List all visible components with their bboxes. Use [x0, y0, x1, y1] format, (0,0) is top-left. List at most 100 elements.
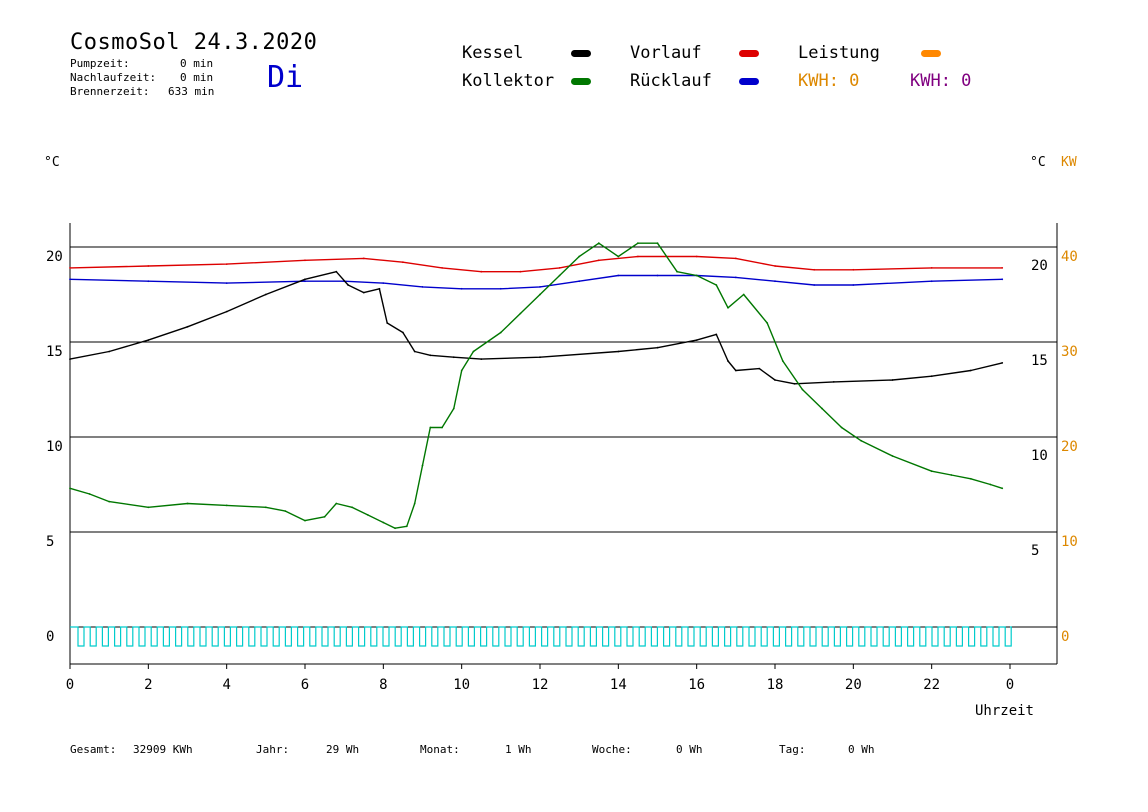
data-point-kollektor: [539, 293, 541, 296]
data-point-vorlauf: [1001, 267, 1004, 269]
y-kw-tick-label: 30: [1061, 344, 1078, 360]
year-label: Jahr:: [256, 743, 290, 756]
afterrun-time-value: 0 min: [180, 71, 214, 84]
data-point-kollektor: [284, 510, 287, 512]
afterrun-time-label: Nachlaufzeit:: [70, 71, 157, 84]
data-point-kollektor: [413, 502, 416, 505]
data-point-kessel: [429, 354, 432, 357]
data-point-kollektor: [335, 502, 338, 505]
data-point-vorlauf: [362, 257, 365, 260]
data-point-kollektor: [88, 493, 91, 495]
data-point-vorlauf: [69, 267, 71, 269]
data-point-kollektor: [597, 242, 600, 245]
data-point-kessel: [480, 358, 483, 360]
legend-kwh-purple: KWH: 0: [910, 71, 972, 91]
legend-ruecklauf-label: Rücklauf: [630, 71, 712, 91]
data-point-vorlauf: [147, 265, 150, 267]
pump-time-value: 0 min: [180, 57, 214, 70]
data-point-ruecklauf: [499, 287, 502, 290]
data-point-kollektor: [429, 426, 432, 429]
y-kw-tick-label: 40: [1061, 249, 1078, 265]
data-point-kollektor: [323, 515, 326, 518]
data-point-ruecklauf: [734, 276, 737, 279]
data-point-kollektor: [656, 242, 659, 245]
data-point-kessel: [774, 379, 776, 381]
x-tick-label: 2: [144, 677, 152, 693]
data-point-kessel: [452, 356, 455, 359]
data-point-kollektor: [969, 477, 972, 480]
data-point-vorlauf: [852, 268, 855, 271]
day-label: Tag:: [779, 743, 806, 756]
data-point-ruecklauf: [774, 280, 776, 283]
legend-vorlauf-label: Vorlauf: [630, 43, 702, 63]
burner-time-label: Brennerzeit:: [70, 85, 150, 98]
x-tick-label: 0: [1006, 677, 1014, 693]
y-left-tick-label: 20: [46, 249, 63, 265]
data-point-kessel: [832, 381, 835, 383]
data-point-kessel: [891, 379, 894, 381]
data-point-kollektor: [460, 369, 463, 372]
data-point-kessel: [695, 339, 698, 341]
data-point-kessel: [386, 322, 389, 324]
data-point-vorlauf: [480, 270, 483, 273]
data-point-kollektor: [821, 407, 823, 410]
data-point-kollektor: [637, 242, 639, 245]
pump-time-label: Pumpzeit:: [70, 57, 130, 70]
legend-kwh-orange: KWH: 0: [798, 71, 860, 91]
burner-time-value: 633 min: [168, 85, 215, 98]
x-tick-label: 8: [379, 677, 387, 693]
data-point-kessel: [347, 284, 349, 286]
data-point-ruecklauf: [69, 278, 71, 281]
series-line-kessel: [69, 271, 1003, 385]
legend-kollektor-label: Kollektor: [462, 71, 555, 91]
data-point-ruecklauf: [147, 280, 150, 283]
y-right-tick-label: 5: [1031, 543, 1039, 559]
data-point-vorlauf: [813, 268, 816, 271]
right-axis-unit-celsius: °C: [1030, 155, 1046, 170]
data-point-vorlauf: [597, 259, 600, 262]
total-value: 32909 KWh: [133, 743, 193, 756]
left-axis-unit: °C: [44, 155, 60, 170]
data-point-kollektor: [441, 426, 443, 429]
data-point-ruecklauf: [460, 287, 463, 290]
week-value: 0 Wh: [676, 743, 703, 756]
data-point-kollektor: [452, 407, 455, 410]
y-left-tick-label: 5: [46, 534, 54, 550]
data-point-ruecklauf: [304, 280, 306, 283]
data-point-kollektor: [727, 306, 729, 309]
x-tick-label: 14: [610, 677, 627, 693]
data-point-kollektor: [715, 284, 718, 286]
data-point-kollektor: [186, 502, 189, 505]
data-point-vorlauf: [558, 267, 561, 269]
data-point-kollektor: [472, 350, 475, 353]
data-point-kessel: [362, 291, 365, 294]
pump-signal-line: [70, 626, 1012, 647]
x-tick-label: 6: [301, 677, 309, 693]
data-point-ruecklauf: [930, 280, 933, 283]
data-point-ruecklauf: [617, 274, 620, 277]
data-point-vorlauf: [774, 265, 776, 267]
data-point-kessel: [539, 356, 541, 359]
data-point-kessel: [186, 325, 189, 328]
data-point-kollektor: [519, 312, 522, 315]
data-point-kollektor: [801, 388, 804, 391]
data-point-kollektor: [405, 525, 408, 528]
y-left-tick-label: 10: [46, 439, 63, 455]
y-right-tick-label: 10: [1031, 448, 1048, 464]
data-point-vorlauf: [637, 255, 639, 258]
data-point-kollektor: [421, 464, 424, 467]
x-tick-label: 18: [767, 677, 784, 693]
legend-kollektor-swatch: [571, 78, 591, 85]
y-kw-tick-label: 20: [1061, 439, 1078, 455]
data-point-kollektor: [766, 322, 769, 324]
legend-ruecklauf-swatch: [739, 78, 759, 85]
data-point-vorlauf: [734, 257, 737, 260]
legend-kessel-swatch: [571, 50, 591, 57]
x-axis-label: Uhrzeit: [975, 703, 1034, 719]
data-point-kollektor: [1001, 487, 1004, 490]
data-point-ruecklauf: [421, 286, 424, 288]
data-point-kollektor: [676, 270, 678, 273]
week-label: Woche:: [592, 743, 632, 756]
x-tick-label: 12: [532, 677, 549, 693]
y-right-tick-label: 20: [1031, 258, 1048, 274]
